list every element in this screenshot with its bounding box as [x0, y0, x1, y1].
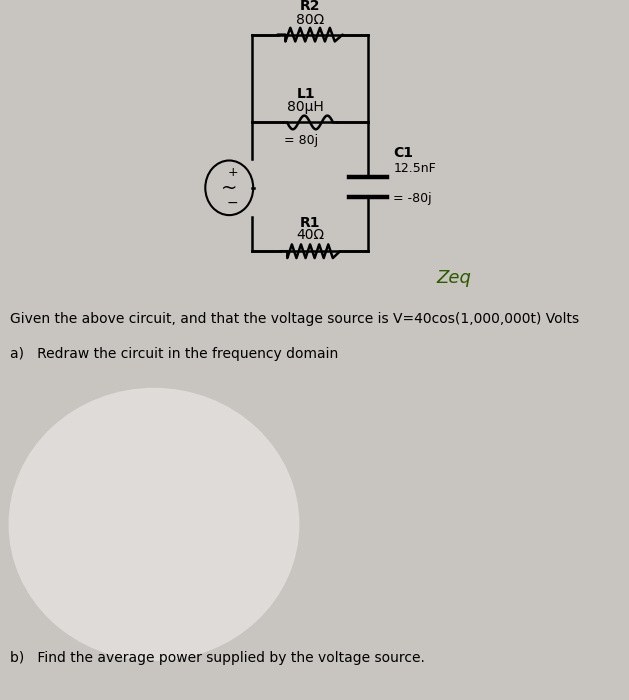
Text: +: + — [227, 167, 238, 179]
Text: R2: R2 — [300, 0, 320, 13]
Text: L1: L1 — [296, 87, 315, 101]
Text: = -80j: = -80j — [394, 192, 432, 204]
Text: 40Ω: 40Ω — [296, 228, 324, 242]
Text: C1: C1 — [394, 146, 413, 160]
Text: a)   Redraw the circuit in the frequency domain: a) Redraw the circuit in the frequency d… — [10, 346, 338, 360]
Text: Given the above circuit, and that the voltage source is V=40cos(1,000,000t) Volt: Given the above circuit, and that the vo… — [10, 312, 579, 326]
Ellipse shape — [9, 388, 299, 661]
Text: R1: R1 — [300, 216, 320, 230]
Text: 12.5nF: 12.5nF — [394, 162, 437, 175]
Text: 80μH: 80μH — [287, 99, 324, 113]
Text: b)   Find the average power supplied by the voltage source.: b) Find the average power supplied by th… — [10, 651, 425, 665]
Text: −: − — [227, 196, 238, 210]
Text: 80Ω: 80Ω — [296, 13, 324, 27]
Text: = 80j: = 80j — [284, 134, 319, 147]
Text: Zeq: Zeq — [436, 269, 470, 287]
Text: ~: ~ — [221, 178, 237, 197]
